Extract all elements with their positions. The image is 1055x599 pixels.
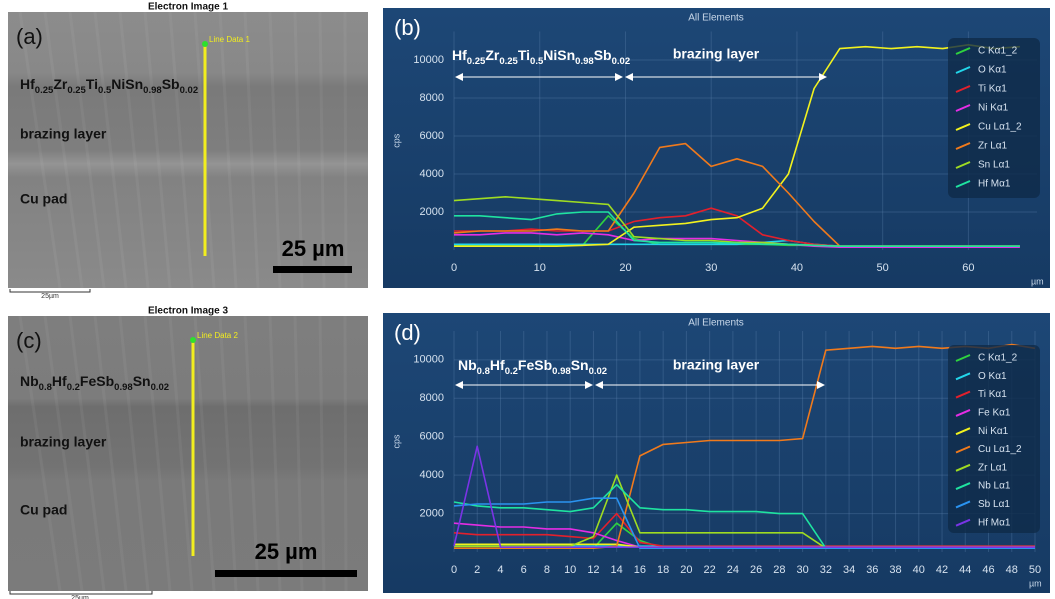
x-tick-label: 40 — [913, 564, 925, 576]
region-label: brazing layer — [673, 46, 760, 62]
line-start — [190, 337, 196, 343]
line-label: Line Data 1 — [209, 35, 250, 44]
x-tick-label: 2 — [474, 564, 480, 576]
legend-label: Zr Lα1 — [978, 462, 1008, 473]
x-tick-label: 20 — [619, 262, 631, 274]
x-axis-label: µm — [1031, 276, 1044, 286]
figure: Electron Image 1(a)Hf0.25Zr0.25Ti0.5NiSn… — [0, 0, 1055, 599]
x-tick-label: 26 — [750, 564, 762, 576]
x-tick-label: 30 — [705, 262, 717, 274]
legend-label: Hf Mα1 — [978, 179, 1011, 190]
legend-label: O Kα1 — [978, 371, 1007, 382]
scale-bar — [273, 266, 352, 273]
y-tick-label: 8000 — [420, 92, 444, 104]
x-tick-label: 16 — [634, 564, 646, 576]
line-label: Line Data 2 — [197, 331, 238, 340]
scratch — [345, 316, 346, 591]
legend-label: Ti Kα1 — [978, 389, 1007, 400]
panel-label: (d) — [394, 320, 421, 345]
x-tick-label: 50 — [1029, 564, 1041, 576]
chart-title: All Elements — [688, 13, 744, 24]
layer-label: brazing layer — [20, 126, 107, 142]
legend-label: Nb Lα1 — [978, 481, 1011, 492]
x-tick-label: 8 — [544, 564, 550, 576]
x-tick-label: 0 — [451, 564, 457, 576]
x-tick-label: 28 — [773, 564, 785, 576]
legend-label: Cu Lα1_2 — [978, 122, 1022, 133]
small-scale-label: 25µm — [41, 293, 59, 300]
x-tick-label: 34 — [843, 564, 855, 576]
y-tick-label: 6000 — [420, 130, 444, 142]
layer-label: Cu pad — [20, 502, 67, 518]
x-tick-label: 36 — [866, 564, 878, 576]
panel-label: (c) — [16, 328, 42, 353]
x-axis-label: µm — [1029, 578, 1042, 588]
legend-label: Fe Kα1 — [978, 408, 1011, 419]
legend-label: Hf Mα1 — [978, 517, 1011, 528]
x-tick-label: 50 — [877, 262, 889, 274]
legend-label: Cu Lα1_2 — [978, 444, 1022, 455]
y-tick-label: 6000 — [420, 431, 444, 443]
line-start — [202, 41, 208, 47]
scale-label: 25 µm — [255, 539, 318, 564]
y-tick-label: 10000 — [413, 354, 444, 366]
y-tick-label: 10000 — [413, 54, 444, 66]
legend-label: O Kα1 — [978, 65, 1007, 76]
chart-title: All Elements — [688, 318, 744, 329]
legend-label: Zr Lα1 — [978, 141, 1008, 152]
x-tick-label: 46 — [982, 564, 994, 576]
image-title: Electron Image 3 — [148, 306, 228, 317]
x-tick-label: 60 — [962, 262, 974, 274]
y-tick-label: 8000 — [420, 392, 444, 404]
x-tick-label: 40 — [791, 262, 803, 274]
legend-label: Ni Kα1 — [978, 426, 1009, 437]
x-tick-label: 10 — [564, 564, 576, 576]
x-tick-label: 22 — [704, 564, 716, 576]
x-tick-label: 24 — [727, 564, 739, 576]
x-tick-label: 30 — [796, 564, 808, 576]
y-axis-label: cps — [391, 133, 401, 148]
legend-label: Sb Lα1 — [978, 499, 1010, 510]
x-tick-label: 0 — [451, 262, 457, 274]
y-tick-label: 2000 — [420, 507, 444, 519]
layer-label: brazing layer — [20, 434, 107, 450]
x-tick-label: 12 — [587, 564, 599, 576]
region-label: brazing layer — [673, 357, 760, 373]
x-tick-label: 6 — [521, 564, 527, 576]
panel-label: (b) — [394, 15, 421, 40]
small-scale-label: 25µm — [71, 595, 89, 599]
legend-label: Ti Kα1 — [978, 84, 1007, 95]
x-tick-label: 20 — [680, 564, 692, 576]
x-tick-label: 32 — [820, 564, 832, 576]
scale-bar — [215, 570, 357, 577]
y-axis-label: cps — [391, 434, 401, 449]
small-scale-bar — [10, 591, 152, 594]
x-tick-label: 10 — [534, 262, 546, 274]
legend-label: Ni Kα1 — [978, 103, 1009, 114]
legend-box — [948, 38, 1040, 198]
x-tick-label: 48 — [1006, 564, 1018, 576]
scale-label: 25 µm — [282, 236, 345, 261]
y-tick-label: 4000 — [420, 469, 444, 481]
scratch — [345, 12, 346, 288]
x-tick-label: 42 — [936, 564, 948, 576]
x-tick-label: 38 — [889, 564, 901, 576]
legend-label: C Kα1_2 — [978, 353, 1018, 364]
legend-label: C Kα1_2 — [978, 46, 1018, 57]
small-scale-bar — [10, 289, 90, 292]
legend-label: Sn Lα1 — [978, 160, 1010, 171]
y-tick-label: 4000 — [420, 168, 444, 180]
panel-label: (a) — [16, 24, 43, 49]
x-tick-label: 14 — [611, 564, 623, 576]
y-tick-label: 2000 — [420, 206, 444, 218]
layer-label: Cu pad — [20, 191, 67, 207]
x-tick-label: 44 — [959, 564, 971, 576]
x-tick-label: 4 — [497, 564, 503, 576]
image-title: Electron Image 1 — [148, 2, 228, 13]
x-tick-label: 18 — [657, 564, 669, 576]
